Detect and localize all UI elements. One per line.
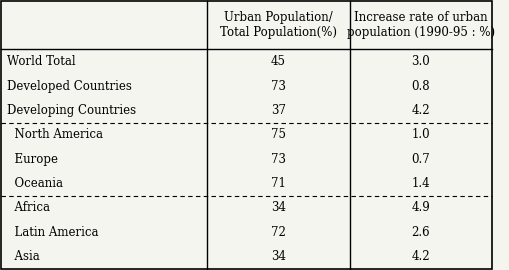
Text: 1.0: 1.0 — [411, 128, 429, 141]
Text: 3.0: 3.0 — [411, 55, 429, 68]
Text: Africa: Africa — [7, 201, 50, 214]
Text: 45: 45 — [270, 55, 286, 68]
Text: 75: 75 — [270, 128, 286, 141]
Text: 73: 73 — [270, 153, 286, 166]
Text: 37: 37 — [270, 104, 286, 117]
Text: Urban Population/
Total Population(%): Urban Population/ Total Population(%) — [219, 11, 336, 39]
Text: Asia: Asia — [7, 250, 40, 263]
Text: 34: 34 — [270, 201, 286, 214]
Text: Increase rate of urban
population (1990-95 : %): Increase rate of urban population (1990-… — [346, 11, 494, 39]
Text: 34: 34 — [270, 250, 286, 263]
Text: 0.7: 0.7 — [411, 153, 429, 166]
Text: Developed Countries: Developed Countries — [7, 79, 132, 93]
Text: 0.8: 0.8 — [411, 79, 429, 93]
Text: North America: North America — [7, 128, 103, 141]
Text: 4.9: 4.9 — [411, 201, 429, 214]
Text: Latin America: Latin America — [7, 226, 99, 239]
Text: World Total: World Total — [7, 55, 76, 68]
Text: 4.2: 4.2 — [411, 104, 429, 117]
Text: Oceania: Oceania — [7, 177, 63, 190]
Text: Developing Countries: Developing Countries — [7, 104, 136, 117]
Text: 2.6: 2.6 — [411, 226, 429, 239]
Text: 1.4: 1.4 — [411, 177, 429, 190]
Text: Europe: Europe — [7, 153, 58, 166]
Text: 4.2: 4.2 — [411, 250, 429, 263]
Text: 71: 71 — [271, 177, 286, 190]
Text: 73: 73 — [270, 79, 286, 93]
Text: 72: 72 — [271, 226, 286, 239]
